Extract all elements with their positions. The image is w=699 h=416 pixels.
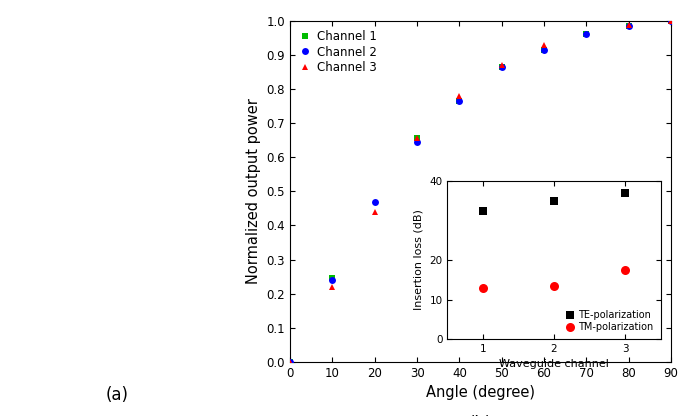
Text: 50°: 50° (9, 187, 26, 196)
Channel 3 (286, 359, 294, 364)
Y-axis label: Normalized output power: Normalized output power (246, 99, 261, 284)
Channel 2 (413, 139, 421, 144)
Channel 2 (498, 64, 506, 69)
Channel 2 (667, 19, 675, 24)
Y-axis label: Insertion loss (dB): Insertion loss (dB) (414, 210, 424, 310)
Channel 3 (413, 136, 421, 141)
TM-polarization (549, 283, 558, 288)
Channel 1 (498, 64, 506, 69)
Channel 1 (455, 99, 463, 104)
TE-polarization (549, 198, 558, 203)
Text: 90°: 90° (9, 54, 26, 63)
Channel 1 (540, 47, 548, 52)
Channel 2 (624, 23, 633, 28)
Channel 3 (498, 63, 506, 68)
Channel 1 (582, 32, 591, 37)
Legend: TE-polarization, TM-polarization: TE-polarization, TM-polarization (563, 308, 656, 334)
Line: Channel 2: Channel 2 (287, 18, 675, 365)
Line: Channel 1: Channel 1 (287, 18, 675, 365)
Channel 2 (370, 199, 379, 204)
TE-polarization (621, 191, 629, 196)
Legend: Channel 1, Channel 2, Channel 3: Channel 1, Channel 2, Channel 3 (296, 27, 381, 77)
Channel 3 (455, 93, 463, 98)
Text: (b): (b) (469, 415, 492, 416)
Text: 60°: 60° (9, 154, 26, 163)
Channel 1 (413, 136, 421, 141)
Text: 80°: 80° (9, 87, 26, 96)
Channel 3 (370, 209, 379, 214)
Channel 3 (540, 42, 548, 47)
Text: 0°: 0° (9, 353, 20, 362)
Channel 1 (329, 276, 337, 281)
Text: (a): (a) (106, 386, 129, 404)
Channel 2 (455, 99, 463, 104)
Channel 2 (286, 359, 294, 364)
Text: 20°: 20° (9, 287, 26, 296)
Channel 2 (329, 277, 337, 282)
Text: 70°: 70° (9, 120, 26, 129)
TM-polarization (621, 267, 629, 272)
Channel 2 (582, 32, 591, 37)
Text: 10°: 10° (9, 320, 26, 329)
TM-polarization (479, 285, 487, 290)
X-axis label: Waveguide channel: Waveguide channel (499, 359, 609, 369)
X-axis label: Angle (degree): Angle (degree) (426, 385, 535, 400)
Channel 2 (540, 47, 548, 52)
TE-polarization (479, 208, 487, 213)
Channel 3 (624, 23, 633, 28)
Channel 1 (286, 359, 294, 364)
Text: 30°: 30° (9, 253, 26, 262)
Channel 1 (624, 23, 633, 28)
Line: TE-polarization: TE-polarization (479, 189, 629, 214)
Line: TM-polarization: TM-polarization (478, 265, 630, 292)
Channel 3 (667, 18, 675, 23)
Text: 40°: 40° (9, 220, 26, 229)
Line: Channel 3: Channel 3 (287, 17, 675, 365)
Channel 3 (329, 285, 337, 290)
Channel 1 (667, 19, 675, 24)
